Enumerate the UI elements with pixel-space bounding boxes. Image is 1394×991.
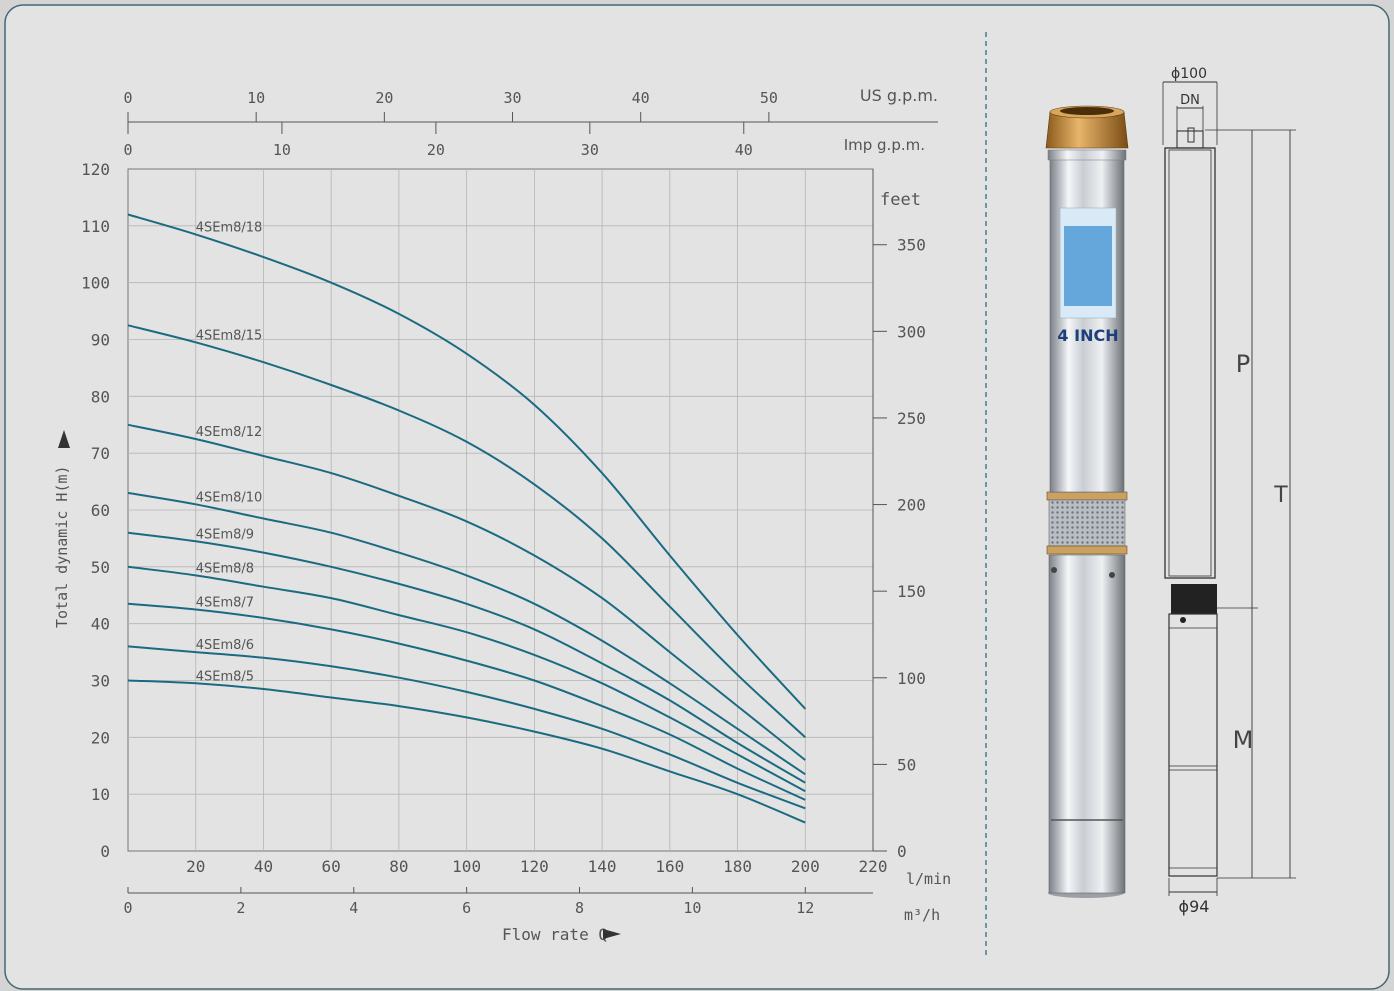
series-line-4SEm8-5 xyxy=(127,679,806,824)
feet-tick-label: 100 xyxy=(897,669,926,688)
series-label: 4SEm8/15 xyxy=(196,328,263,343)
us-gpm-tick-label: 50 xyxy=(760,89,778,107)
y-tick-label: 100 xyxy=(81,274,110,293)
us-gpm-tick-label: 20 xyxy=(375,89,393,107)
dim-t-label: T xyxy=(1273,483,1288,508)
dim-m-label: M xyxy=(1233,726,1254,754)
dimension-drawing xyxy=(1162,81,1296,896)
y-axis-title: Total dynamic H(m) xyxy=(53,465,71,628)
m3h-tick-label: 8 xyxy=(575,899,584,917)
feet-tick-label: 0 xyxy=(897,842,907,861)
y-tick-label: 120 xyxy=(81,160,110,179)
feet-label: feet xyxy=(880,190,921,210)
us-gpm-tick-label: 10 xyxy=(247,89,265,107)
m3h-tick-label: 0 xyxy=(123,899,132,917)
panel-frame xyxy=(4,4,1390,990)
grid xyxy=(128,169,873,851)
x-tick-label: 100 xyxy=(452,857,481,876)
series-label: 4SEm8/18 xyxy=(196,220,263,235)
us-gpm-label: US g.p.m. xyxy=(860,86,938,105)
m3h-tick-label: 2 xyxy=(236,899,245,917)
feet-tick-label: 200 xyxy=(897,496,926,515)
y-tick-label: 90 xyxy=(91,331,110,350)
series-group: 4SEm8/18 4SEm8/15 4SEm8/12 4SEm8/10 4SEm8/9 4… xyxy=(127,213,807,824)
series-line-4SEm8-12 xyxy=(127,423,806,761)
x-tick-label: 140 xyxy=(588,857,617,876)
imp-gpm-tick-label: 40 xyxy=(735,141,753,159)
x-tick-label: 60 xyxy=(322,857,341,876)
feet-tick-label: 350 xyxy=(897,236,926,255)
y-tick-label: 80 xyxy=(91,387,110,406)
x-axis-title: Flow rate Q xyxy=(502,925,608,944)
m3h-label: m³/h xyxy=(904,906,940,924)
series-line-4SEm8-15 xyxy=(127,324,806,739)
series-label: 4SEm8/8 xyxy=(196,561,254,576)
y-tick-label: 40 xyxy=(91,615,110,634)
dim-base-label: ϕ94 xyxy=(1179,897,1210,916)
imp-gpm-tick-label: 20 xyxy=(427,141,445,159)
us-gpm-tick-label: 0 xyxy=(123,89,132,107)
x-tick-label: 40 xyxy=(254,857,273,876)
imp-gpm-label: Imp g.p.m. xyxy=(844,136,925,154)
series-label: 4SEm8/12 xyxy=(196,425,263,440)
x-tick-label: 200 xyxy=(791,857,820,876)
series-label: 4SEm8/10 xyxy=(196,490,263,505)
y-tick-label: 30 xyxy=(91,672,110,691)
series-line-4SEm8-8 xyxy=(127,565,806,793)
y-tick-label: 60 xyxy=(91,501,110,520)
y-tick-label: 50 xyxy=(91,558,110,577)
x-tick-label: 120 xyxy=(520,857,549,876)
series-label: 4SEm8/7 xyxy=(196,595,254,610)
x-unit-label: l/min xyxy=(906,870,951,888)
series-line-4SEm8-9 xyxy=(127,531,806,784)
m3h-tick-label: 12 xyxy=(796,899,814,917)
y-axis-arrow-icon xyxy=(58,430,70,448)
dim-dn-label: DN xyxy=(1180,93,1200,108)
x-tick-label: 220 xyxy=(859,857,888,876)
x-tick-label: 160 xyxy=(655,857,684,876)
x-axis-arrow-icon xyxy=(603,929,621,939)
dim-outer-label: ϕ100 xyxy=(1171,66,1207,82)
feet-tick-label: 150 xyxy=(897,582,926,601)
feet-tick-label: 250 xyxy=(897,409,926,428)
feet-tick-label: 300 xyxy=(897,322,926,341)
series-line-4SEm8-10 xyxy=(127,491,806,776)
imp-gpm-tick-label: 30 xyxy=(581,141,599,159)
pump-badge: 4 INCH xyxy=(1057,326,1118,345)
series-label: 4SEm8/6 xyxy=(196,638,254,653)
imp-gpm-tick-label: 0 xyxy=(123,141,132,159)
x-tick-label: 80 xyxy=(389,857,408,876)
x-tick-label: 20 xyxy=(186,857,205,876)
series-label: 4SEm8/5 xyxy=(196,669,254,684)
y-tick-label: 20 xyxy=(91,728,110,747)
y-tick-label: 110 xyxy=(81,217,110,236)
series-line-4SEm8-18 xyxy=(127,213,807,710)
series-label: 4SEm8/9 xyxy=(196,527,254,542)
m3h-tick-label: 10 xyxy=(683,899,701,917)
x-tick-label: 180 xyxy=(723,857,752,876)
y-tick-label: 70 xyxy=(91,444,110,463)
y-tick-label: 0 xyxy=(100,842,110,861)
m3h-tick-label: 4 xyxy=(349,899,358,917)
dim-p-label: P xyxy=(1236,350,1250,378)
m3h-tick-label: 6 xyxy=(462,899,471,917)
series-line-4SEm8-6 xyxy=(127,645,806,810)
pump-photo: 4 INCH xyxy=(1045,105,1129,898)
us-gpm-tick-label: 30 xyxy=(503,89,521,107)
y-tick-label: 10 xyxy=(91,785,110,804)
series-line-4SEm8-7 xyxy=(127,602,806,801)
us-gpm-tick-label: 40 xyxy=(632,89,650,107)
imp-gpm-tick-label: 10 xyxy=(273,141,291,159)
feet-tick-label: 50 xyxy=(897,755,916,774)
